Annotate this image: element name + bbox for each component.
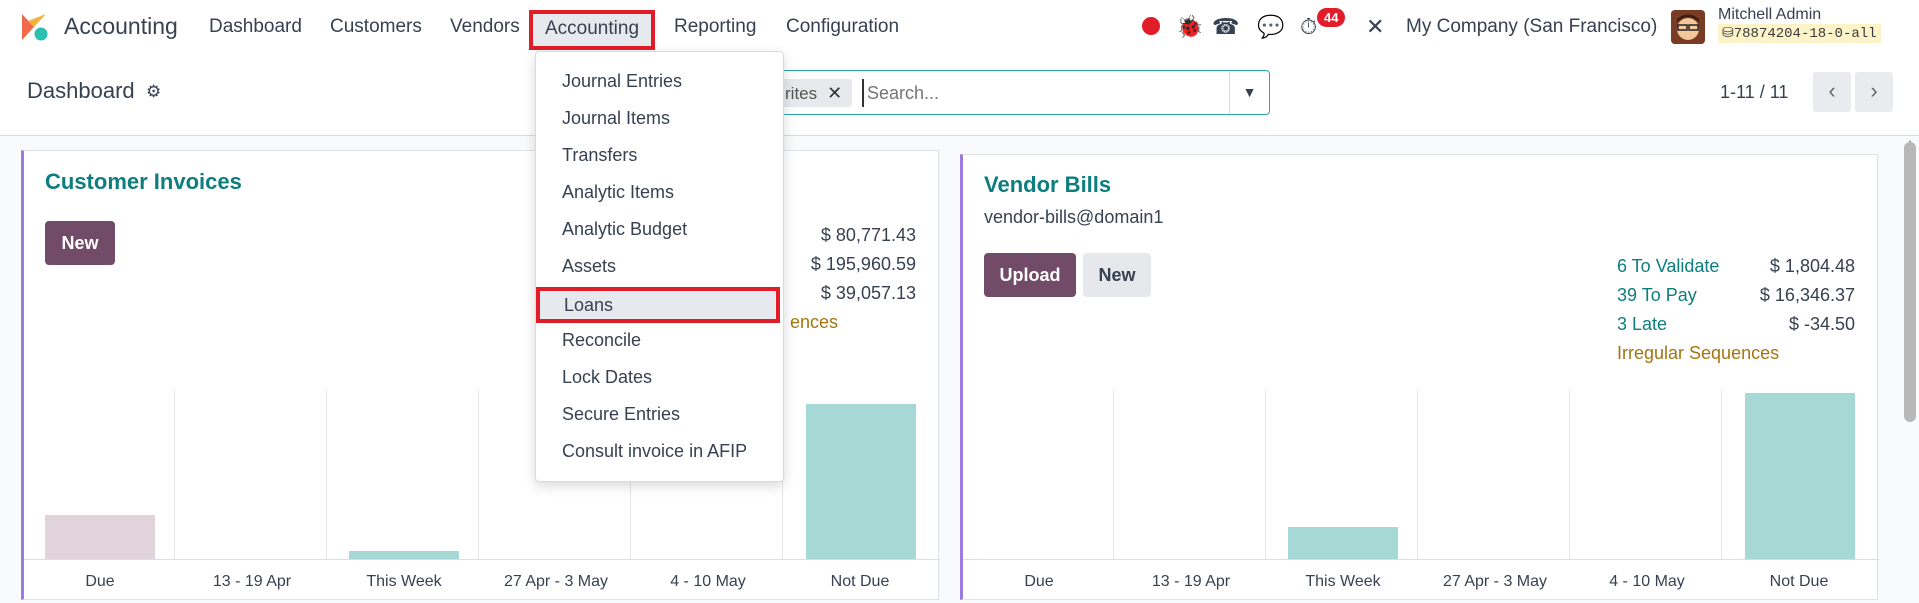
gear-icon[interactable]: ⚙ — [146, 82, 162, 101]
menu-item-secure-entries[interactable]: Secure Entries — [562, 404, 681, 424]
phone-icon[interactable]: ☎ — [1212, 14, 1240, 39]
menu-item-assets[interactable]: Assets — [562, 256, 617, 276]
to-pay-link[interactable]: 39 To Pay — [1617, 285, 1697, 305]
user-name[interactable]: Mitchell Admin — [1718, 6, 1822, 23]
invoice-amount: $ 80,771.43 — [820, 225, 916, 245]
chart-axis — [24, 559, 940, 560]
chart-x-label: 27 Apr - 3 May — [1442, 573, 1548, 590]
database-name-badge: ⛁78874204-18-0-all — [1718, 24, 1881, 43]
menu-item-journal-items[interactable]: Journal Items — [562, 108, 671, 128]
chart-x-label: Not Due — [830, 573, 890, 590]
chart-x-label: 13 - 19 Apr — [1151, 573, 1231, 590]
activity-clock-icon[interactable]: ⏱ — [1300, 14, 1318, 39]
grid-line — [1569, 389, 1570, 559]
chart-x-label: 4 - 10 May — [1609, 573, 1685, 590]
customer-invoices-title[interactable]: Customer Invoices — [45, 169, 242, 194]
facet-label: rites — [785, 84, 818, 103]
chart-bar-this-week[interactable] — [349, 551, 459, 559]
chart-x-label: 27 Apr - 3 May — [503, 573, 609, 590]
menu-item-consult-invoice-afip[interactable]: Consult invoice in AFIP — [562, 441, 748, 461]
menu-item-analytic-items[interactable]: Analytic Items — [562, 182, 675, 202]
chart-bar-not-due[interactable] — [1745, 393, 1855, 559]
chart-x-label: This Week — [1305, 573, 1381, 590]
database-icon: ⛁ — [1722, 26, 1734, 42]
grid-line — [174, 389, 175, 559]
menu-item-journal-entries[interactable]: Journal Entries — [562, 71, 683, 91]
grid-line — [1113, 389, 1114, 559]
tools-icon[interactable]: ✕ — [1366, 14, 1385, 39]
control-panel: Dashboard ⚙ rites ✕ ▼ 1-11 / 11 ‹ › — [0, 54, 1919, 136]
chart-bar-due[interactable] — [45, 515, 155, 559]
database-name: 78874204-18-0-all — [1733, 26, 1877, 42]
chart-x-label: This Week — [366, 573, 442, 590]
nav-reporting[interactable]: Reporting — [674, 16, 757, 37]
to-validate-amount: $ 1,804.48 — [1769, 256, 1855, 276]
chart-x-label: 4 - 10 May — [670, 573, 746, 590]
app-name[interactable]: Accounting — [64, 13, 178, 39]
chart-x-label: Due — [85, 573, 115, 590]
late-link[interactable]: 3 Late — [1617, 314, 1668, 334]
avatar[interactable] — [1671, 10, 1705, 44]
grid-line — [478, 389, 479, 559]
vendor-bills-title[interactable]: Vendor Bills — [984, 172, 1112, 197]
pager-value[interactable]: 1-11 / 11 — [1720, 82, 1789, 102]
record-icon[interactable] — [1142, 17, 1160, 35]
chart-axis — [963, 559, 1879, 560]
company-switcher[interactable]: My Company (San Francisco) — [1406, 16, 1658, 37]
late-amount: $ -34.50 — [1788, 314, 1855, 334]
customer-invoices-card: Customer Invoices New $ 80,771.43 $ 195,… — [21, 150, 940, 600]
chart-x-label: Not Due — [1769, 573, 1829, 590]
nav-accounting[interactable]: Accounting — [529, 10, 656, 50]
new-invoice-button[interactable]: New — [45, 221, 115, 265]
breadcrumb: Dashboard — [27, 78, 135, 103]
accounting-dropdown-menu: Journal Entries Journal Items Transfers … — [535, 51, 784, 482]
bug-icon[interactable]: 🐞 — [1176, 14, 1204, 39]
accounting-app-icon[interactable] — [18, 12, 50, 42]
grid-line — [1417, 389, 1418, 559]
nav-dashboard[interactable]: Dashboard — [209, 16, 302, 37]
pager-next-button[interactable]: › — [1855, 72, 1893, 112]
chevron-down-icon[interactable]: ▼ — [1229, 71, 1269, 114]
pager-previous-button[interactable]: ‹ — [1813, 72, 1851, 112]
menu-item-transfers[interactable]: Transfers — [562, 145, 638, 165]
search-bar: rites ✕ ▼ — [740, 70, 1270, 115]
irregular-sequences-link[interactable]: Irregular Sequences — [1617, 343, 1780, 363]
close-icon[interactable]: ✕ — [827, 83, 843, 103]
invoice-amount: $ 195,960.59 — [810, 254, 916, 274]
grid-line — [1721, 389, 1722, 559]
scrollbar[interactable] — [1904, 142, 1916, 422]
nav-vendors[interactable]: Vendors — [450, 16, 520, 37]
search-input[interactable] — [862, 79, 1202, 107]
nav-customers[interactable]: Customers — [330, 16, 422, 37]
menu-item-loans[interactable]: Loans — [536, 287, 780, 323]
to-pay-amount: $ 16,346.37 — [1759, 285, 1855, 305]
menu-item-reconcile[interactable]: Reconcile — [562, 330, 642, 350]
to-validate-link[interactable]: 6 To Validate — [1617, 256, 1720, 276]
grid-line — [1265, 389, 1266, 559]
chart-bar-not-due[interactable] — [806, 404, 916, 559]
vendor-bills-email: vendor-bills@domain1 — [984, 207, 1164, 227]
menu-item-analytic-budget[interactable]: Analytic Budget — [562, 219, 688, 239]
vendor-bills-card: Vendor Bills vendor-bills@domain1 Upload… — [960, 154, 1879, 600]
chart-x-label: 13 - 19 Apr — [212, 573, 292, 590]
activity-count-badge: 44 — [1317, 8, 1346, 27]
nav-configuration[interactable]: Configuration — [786, 16, 900, 37]
chart-bar-this-week[interactable] — [1288, 527, 1398, 559]
top-navbar: Accounting Dashboard Customers Vendors A… — [0, 0, 1919, 54]
menu-item-lock-dates[interactable]: Lock Dates — [562, 367, 653, 387]
upload-button[interactable]: Upload — [984, 253, 1076, 297]
invoice-amount: $ 39,057.13 — [820, 283, 916, 303]
chat-icon[interactable]: 💬 — [1257, 14, 1285, 39]
chart-x-label: Due — [1024, 573, 1054, 590]
irregular-sequences-link[interactable]: ences — [790, 312, 839, 332]
new-bill-button[interactable]: New — [1083, 253, 1151, 297]
grid-line — [326, 389, 327, 559]
